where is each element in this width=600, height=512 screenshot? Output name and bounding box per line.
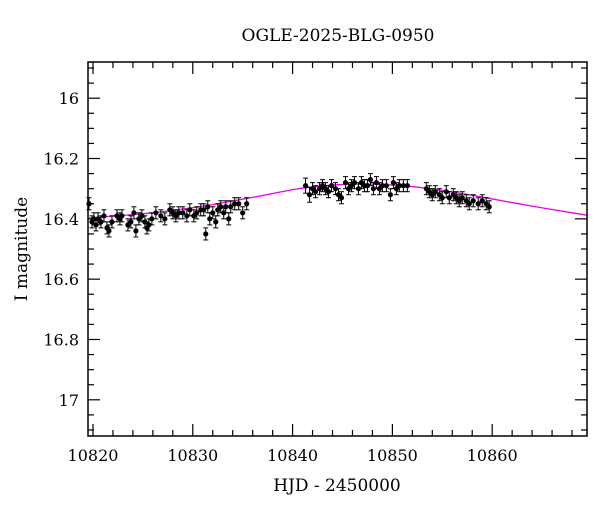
data-point	[162, 212, 168, 226]
data-point	[367, 173, 374, 187]
data-point	[101, 209, 107, 223]
data-point	[146, 218, 152, 232]
x-tick-label: 10830	[167, 446, 218, 465]
y-tick-label: 16	[59, 89, 79, 108]
y-axis-label: I magnitude	[12, 197, 32, 301]
data-point	[223, 200, 229, 214]
plot-area	[86, 173, 587, 241]
data-point	[466, 197, 472, 211]
data-point	[201, 203, 207, 217]
data-point	[213, 215, 219, 229]
data-point	[106, 224, 112, 238]
data-point	[131, 206, 137, 220]
x-tick-label: 10860	[467, 446, 518, 465]
data-point	[470, 194, 476, 208]
tick-labels: 10820 10830 10840 10850 10860 16 16.2 16.4 16.6 1…	[43, 89, 517, 465]
data-point	[459, 191, 465, 205]
data-point	[240, 206, 246, 220]
y-tick-label: 16.6	[43, 270, 79, 289]
data-point	[338, 191, 345, 205]
data-point	[158, 209, 164, 223]
data-point	[432, 185, 438, 199]
data-point	[446, 191, 452, 205]
data-point	[187, 203, 193, 217]
data-point	[355, 182, 362, 196]
data-point	[228, 200, 234, 214]
data-point	[109, 215, 115, 229]
data-point	[387, 188, 393, 202]
data-point	[325, 185, 332, 199]
x-tick-label: 10850	[367, 446, 418, 465]
y-tick-label: 16.2	[43, 150, 79, 169]
x-tick-label: 10820	[68, 446, 119, 465]
data-point	[218, 200, 224, 214]
data-point	[210, 206, 216, 220]
data-point	[119, 209, 125, 223]
tick-marks	[88, 62, 587, 436]
data-point	[475, 197, 481, 211]
data-point	[236, 197, 242, 211]
data-point	[244, 197, 250, 211]
y-tick-label: 16.4	[43, 210, 79, 229]
data-point	[404, 179, 410, 193]
plot-frame	[87, 61, 588, 437]
data-point	[312, 185, 319, 199]
data-point	[486, 200, 492, 214]
axes	[87, 61, 588, 437]
data-point	[383, 179, 390, 193]
data-point	[302, 177, 309, 194]
data-point	[364, 179, 371, 193]
data-point	[128, 215, 134, 229]
y-tick-label: 16.8	[43, 330, 79, 349]
data-point	[483, 197, 489, 211]
data-point	[479, 194, 485, 208]
data-point	[439, 191, 445, 205]
data-point	[133, 224, 139, 238]
data-point	[463, 194, 469, 208]
data-point	[328, 179, 335, 193]
data-point	[400, 179, 406, 193]
data-point	[180, 206, 186, 220]
data-point	[153, 206, 159, 220]
x-tick-label: 10840	[267, 446, 318, 465]
data-point	[309, 182, 316, 196]
y-tick-label: 17	[59, 391, 79, 410]
data-point	[226, 212, 232, 226]
x-axis-label: HJD - 2450000	[273, 476, 401, 496]
chart-title: OGLE-2025-BLG-0950	[242, 26, 435, 46]
data-point	[396, 179, 402, 193]
data-point	[203, 227, 209, 241]
data-point	[194, 206, 200, 220]
